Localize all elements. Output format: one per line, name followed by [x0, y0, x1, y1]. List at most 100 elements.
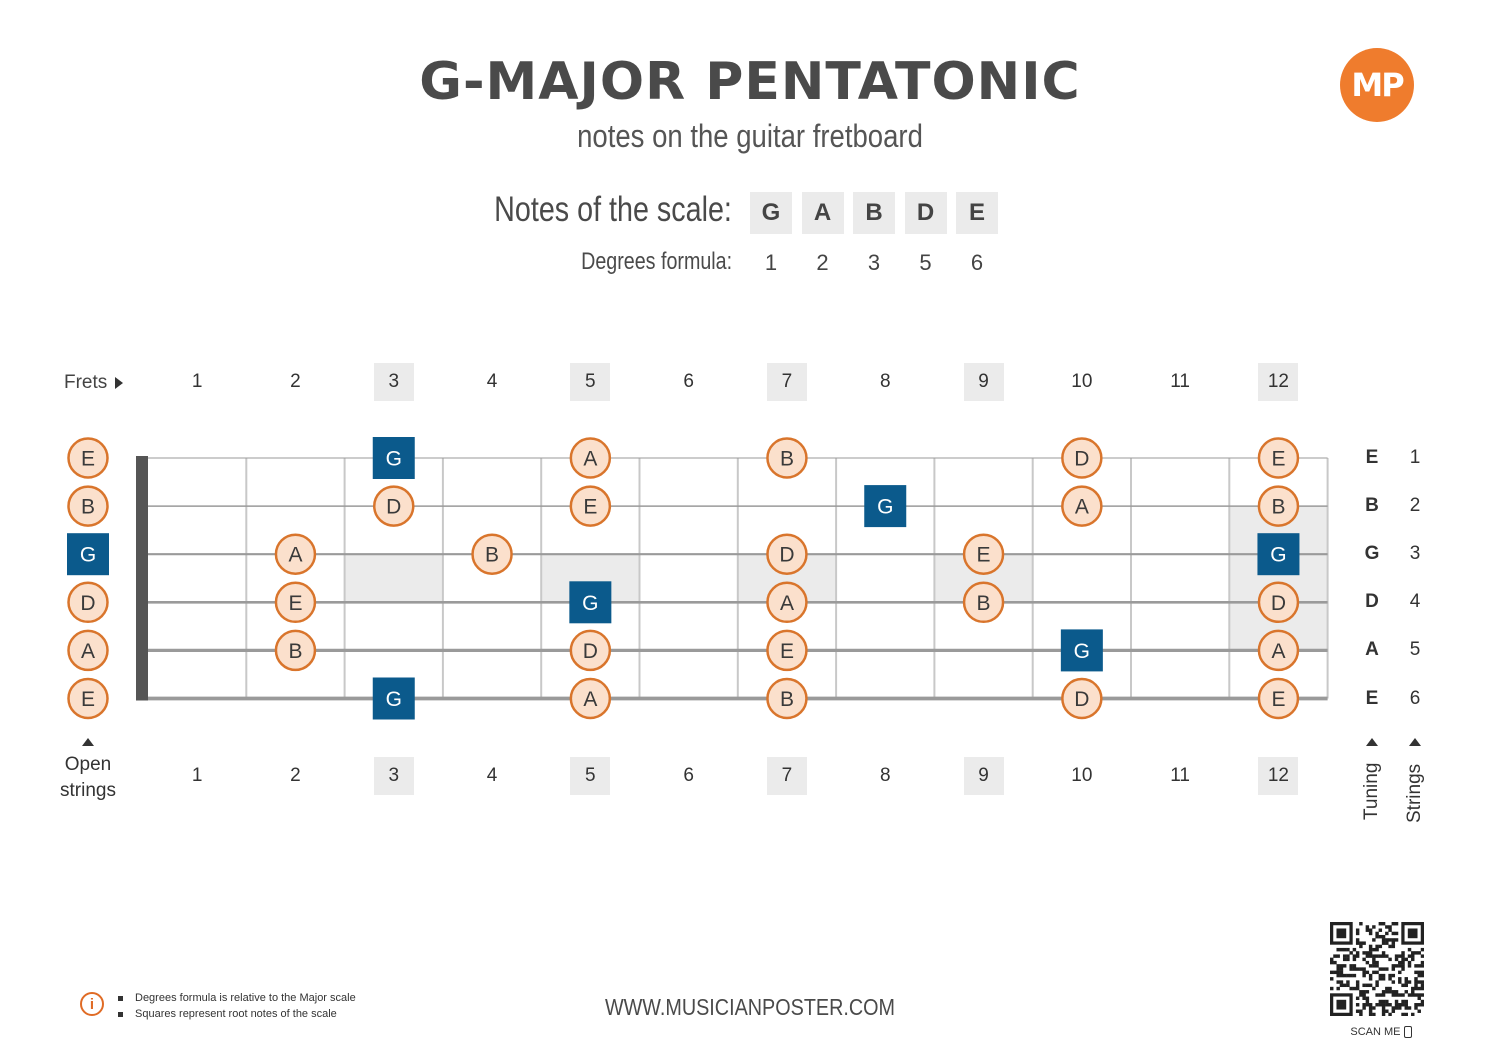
qr-module — [1420, 947, 1424, 952]
qr-module — [1414, 1003, 1418, 1007]
qr-module — [1394, 931, 1399, 936]
qr-module — [1417, 1009, 1421, 1013]
qr-module — [1381, 1009, 1386, 1013]
note-label: A — [1075, 496, 1089, 519]
qr-module — [1398, 977, 1402, 981]
qr-module — [1398, 1006, 1402, 1010]
qr-module — [1404, 957, 1408, 962]
qr-module — [1375, 947, 1379, 952]
qr-module — [1420, 970, 1424, 975]
qr-module — [1401, 960, 1405, 965]
qr-module — [1378, 993, 1383, 997]
qr-module — [1388, 928, 1392, 932]
qr-module — [1404, 977, 1408, 981]
qr-module — [1385, 941, 1389, 945]
qr-module — [1336, 973, 1340, 978]
string-tuning-note: B — [1365, 495, 1379, 517]
qr-module — [1346, 957, 1350, 962]
note-label: E — [780, 640, 794, 663]
note-label: B — [81, 496, 95, 519]
qr-module — [1368, 1003, 1373, 1007]
qr-module — [1401, 964, 1405, 968]
qr-module — [1414, 980, 1418, 984]
note-label: A — [780, 592, 794, 615]
qr-module — [1372, 925, 1376, 929]
qr-module — [1378, 954, 1383, 958]
qr-module — [1372, 964, 1376, 968]
qr-module — [1417, 996, 1421, 1000]
qr-module — [1414, 970, 1418, 975]
qr-code[interactable] — [1330, 922, 1424, 1016]
qr-module — [1355, 996, 1360, 1000]
qr-module — [1385, 999, 1389, 1004]
qr-module — [1359, 941, 1363, 945]
qr-module — [1385, 938, 1389, 942]
qr-module — [1375, 960, 1379, 965]
fret-number: 4 — [486, 371, 498, 392]
note-label: A — [583, 688, 597, 711]
qr-module — [1342, 947, 1347, 952]
qr-module — [1385, 954, 1389, 958]
qr-module — [1342, 964, 1347, 968]
note-marker — [1257, 629, 1300, 672]
qr-module — [1365, 1003, 1370, 1007]
tuning-label: Tuning — [1361, 762, 1382, 820]
note-marker — [962, 533, 1005, 575]
qr-module — [1336, 967, 1340, 971]
qr-module — [1407, 1006, 1412, 1010]
qr-module — [1368, 1012, 1373, 1016]
scan-me-label: SCAN ME — [1336, 1026, 1426, 1039]
qr-module — [1362, 1003, 1366, 1007]
qr-module — [1404, 1012, 1408, 1016]
note-marker — [1257, 677, 1300, 720]
note-marker — [67, 629, 109, 672]
qr-module — [1411, 954, 1415, 958]
scale-degree: 1 — [764, 250, 778, 275]
qr-module — [1330, 957, 1334, 962]
qr-module — [1381, 941, 1386, 945]
fret-marker — [344, 554, 443, 603]
qr-module — [1401, 1003, 1405, 1007]
scale-degree: 3 — [867, 250, 881, 275]
qr-module — [1391, 1006, 1396, 1010]
qr-module — [1411, 986, 1415, 991]
qr-module — [1417, 970, 1421, 975]
qr-module — [1394, 1003, 1399, 1007]
fretboard: E G A B D E B D E G A B G A B D E G D E G A B D A B D E G A E G A B D E — [67, 437, 1329, 720]
fret-number: 10 — [1071, 765, 1093, 786]
qr-module — [1391, 990, 1396, 994]
qr-module — [1414, 1006, 1418, 1010]
note-marker — [766, 677, 808, 720]
qr-module — [1381, 993, 1386, 997]
scale-note: G — [750, 192, 792, 234]
qr-module — [1352, 964, 1357, 968]
frets-label: Frets — [64, 372, 124, 394]
fret-number: 5 — [570, 363, 611, 401]
note-label: D — [1074, 448, 1089, 471]
website-link[interactable]: WWW.MUSICIANPOSTER.COM — [604, 994, 896, 1020]
string-tuning-note: E — [1365, 447, 1379, 468]
qr-module — [1362, 951, 1366, 955]
qr-module — [1365, 951, 1370, 955]
qr-module — [1404, 980, 1408, 984]
qr-module — [1391, 967, 1396, 971]
qr-module — [1388, 938, 1392, 942]
qr-module — [1388, 925, 1392, 929]
note-marker — [766, 437, 808, 479]
qr-module — [1333, 960, 1337, 965]
string-number: 3 — [1409, 543, 1421, 565]
arrow-up-icon — [1366, 738, 1378, 746]
qr-module — [1355, 951, 1360, 955]
notes-of-scale-label: Notes of the scale: — [494, 190, 732, 229]
qr-module — [1352, 986, 1357, 991]
root-note-marker — [372, 437, 415, 479]
qr-module — [1401, 993, 1405, 997]
qr-module — [1417, 980, 1421, 984]
qr-module — [1330, 986, 1334, 991]
qr-module — [1398, 970, 1402, 975]
qr-module — [1355, 980, 1360, 984]
note-label: B — [288, 640, 302, 663]
qr-module — [1417, 973, 1421, 978]
qr-finder — [1407, 928, 1418, 939]
qr-module — [1365, 925, 1370, 929]
